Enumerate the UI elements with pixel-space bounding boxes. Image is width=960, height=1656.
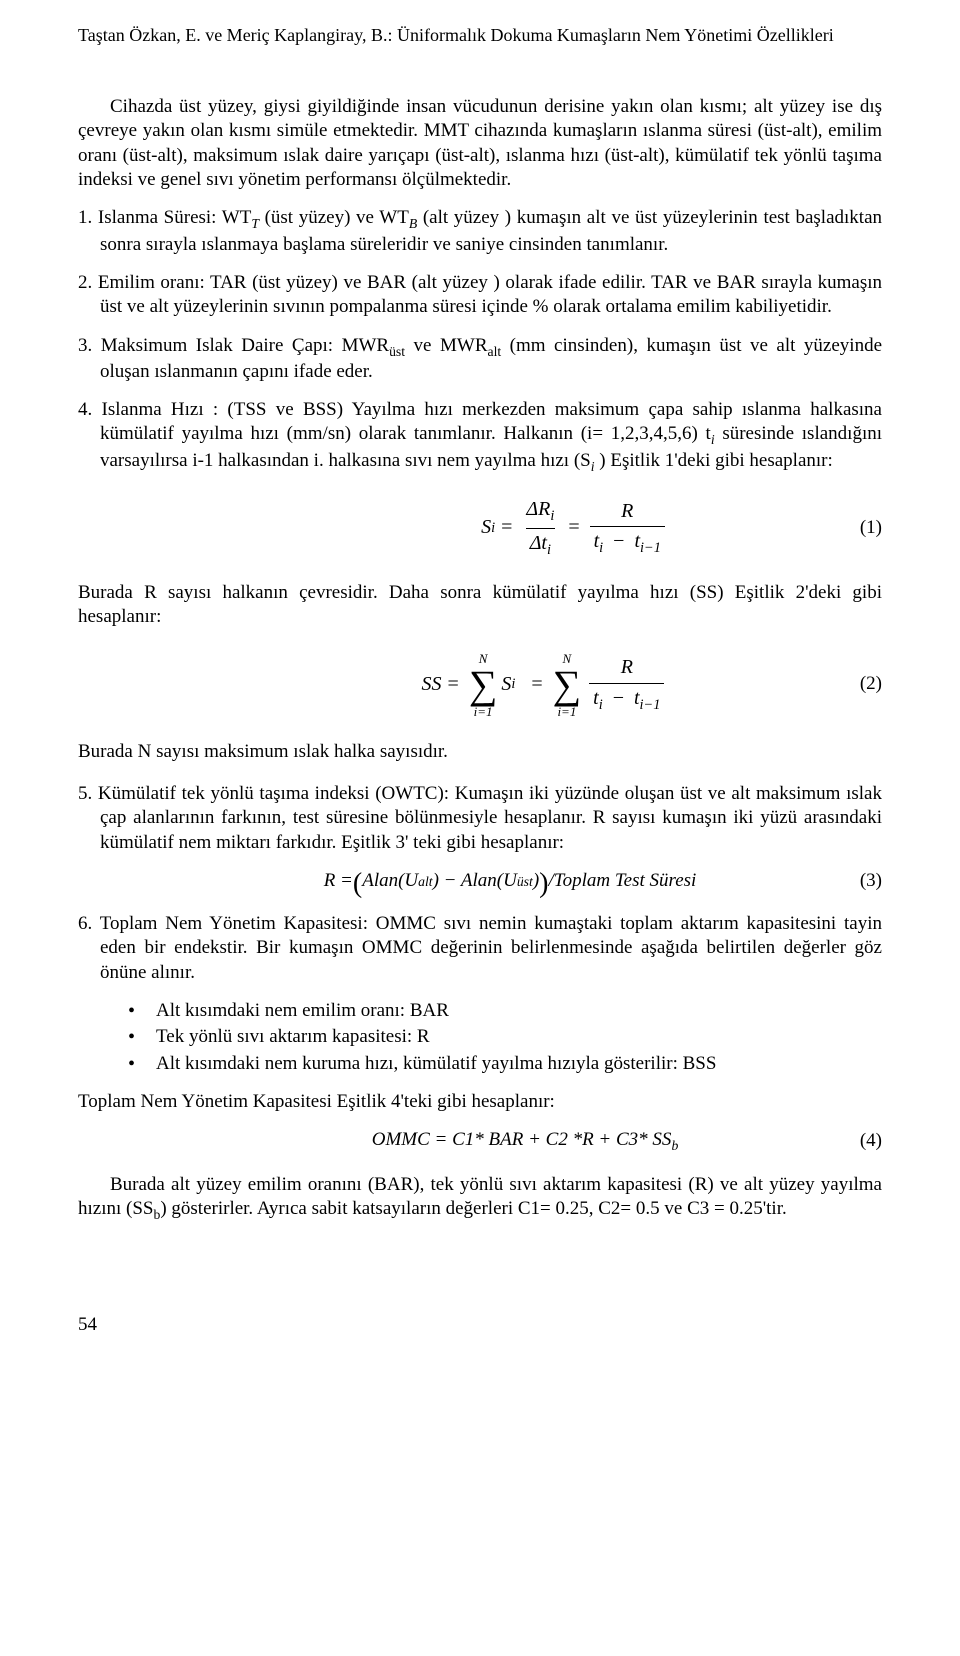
eq1-dR-i: i — [550, 508, 554, 524]
eq4-number: (4) — [842, 1129, 882, 1153]
final-b: ) gösterirler. Ayrıca sabit katsayıların… — [160, 1198, 786, 1219]
eq1-S-i: i — [491, 519, 495, 537]
eq1-number: (1) — [842, 516, 882, 540]
eq1-body: Si = ΔRi Δti = R ti − ti−1 — [481, 497, 669, 559]
item-2: 2. Emilim oranı: TAR (üst yüzey) ve BAR … — [78, 271, 882, 320]
eq2-ti-i: i — [599, 697, 603, 713]
equation-3: R = ( Alan(Ualt) − Alan(Uüst) ) /Toplam … — [78, 869, 882, 894]
eq1-dt: Δt — [530, 532, 547, 554]
item3-sub-alt: alt — [488, 343, 502, 358]
eq3-paren-open: ( — [353, 871, 362, 896]
item1-sub-b: B — [409, 216, 417, 231]
eq3-paren-close: ) — [539, 871, 548, 896]
item-5: 5. Kümülatif tek yönlü taşıma indeksi (O… — [78, 782, 882, 855]
eq3-body: R = ( Alan(Ualt) − Alan(Uüst) ) /Toplam … — [324, 869, 697, 894]
eq1-dR: ΔR — [526, 498, 550, 520]
eq4-sub: b — [671, 1138, 678, 1153]
equation-4: OMMC = C1* BAR + C2 *R + C3* SSb (4) — [78, 1128, 882, 1154]
item3-text-a: 3. Maksimum Islak Daire Çapı: MWR — [78, 335, 389, 356]
eq2-number: (2) — [842, 672, 882, 696]
eq2-Si-i: i — [511, 675, 515, 693]
eq2-body: SS = N ∑ i=1 Si = N ∑ i=1 R ti − ti−1 — [422, 652, 669, 718]
bullet-1: Alt kısımdaki nem emilim oranı: BAR — [128, 999, 882, 1023]
eq2-eq1: = — [448, 672, 459, 698]
after-eq1: Burada R sayısı halkanın çevresidir. Dah… — [78, 581, 882, 630]
eq2-sum1-bot: i=1 — [474, 705, 493, 718]
eq2-SS: SS — [422, 672, 442, 698]
item3-text-b: ve MWR — [405, 335, 487, 356]
running-header: Taştan Özkan, E. ve Meriç Kaplangiray, B… — [78, 24, 882, 47]
intro-paragraph: Cihazda üst yüzey, giysi giyildiğinde in… — [78, 95, 882, 192]
item-4: 4. Islanma Hızı : (TSS ve BSS) Yayılma h… — [78, 398, 882, 475]
eq3-a: Alan(U — [362, 869, 418, 893]
eq2-frac: R ti − ti−1 — [589, 655, 664, 714]
eq2-sum2: N ∑ i=1 — [553, 652, 582, 718]
eq3-sub-ust: üst — [517, 873, 533, 891]
eq2-eq2: = — [531, 672, 542, 698]
eq1-ti-i: i — [599, 540, 603, 556]
page-number: 54 — [78, 1313, 882, 1337]
item1-sub-t: T — [251, 216, 259, 231]
final-paragraph: Burada alt yüzey emilim oranını (BAR), t… — [78, 1173, 882, 1224]
bullet-2: Tek yönlü sıvı aktarım kapasitesi: R — [128, 1025, 882, 1049]
bullet-list: Alt kısımdaki nem emilim oranı: BAR Tek … — [128, 999, 882, 1076]
eq3-number: (3) — [842, 869, 882, 893]
eq1-ti-im1: i−1 — [640, 540, 661, 556]
eq3-b: ) − Alan(U — [433, 869, 517, 893]
bullet-3: Alt kısımdaki nem kuruma hızı, kümülatif… — [128, 1052, 882, 1076]
eq4-intro: Toplam Nem Yönetim Kapasitesi Eşitlik 4'… — [78, 1090, 882, 1114]
item3-sub-ust: üst — [389, 343, 405, 358]
eq4-text: OMMC = C1* BAR + C2 *R + C3* SS — [372, 1129, 672, 1150]
equation-1: Si = ΔRi Δti = R ti − ti−1 (1) — [78, 497, 882, 559]
equation-2: SS = N ∑ i=1 Si = N ∑ i=1 R ti − ti−1 — [78, 652, 882, 718]
eq2-sum1: N ∑ i=1 — [469, 652, 498, 718]
after-eq2: Burada N sayısı maksimum ıslak halka say… — [78, 740, 882, 764]
eq2-Si: S — [501, 672, 511, 698]
item-6: 6. Toplam Nem Yönetim Kapasitesi: OMMC s… — [78, 912, 882, 985]
item1-text-a: 1. Islanma Süresi: WT — [78, 207, 251, 228]
eq1-R: R — [617, 499, 637, 527]
eq2-ti-im1: i−1 — [640, 697, 661, 713]
item-3: 3. Maksimum Islak Daire Çapı: MWRüst ve … — [78, 334, 882, 385]
eq2-R: R — [617, 655, 637, 683]
item4-text-c: ) Eşitlik 1'deki gibi hesaplanır: — [595, 450, 833, 471]
eq1-frac1: ΔRi Δti — [522, 497, 558, 559]
eq1-eq2: = — [568, 515, 579, 541]
eq1-S: S — [481, 515, 491, 541]
eq4-body: OMMC = C1* BAR + C2 *R + C3* SSb — [372, 1128, 679, 1154]
eq1-frac2: R ti − ti−1 — [590, 499, 665, 558]
eq1-dt-i: i — [547, 542, 551, 558]
eq3-sub-alt: alt — [418, 873, 432, 891]
eq3-lhs: R = — [324, 869, 353, 893]
eq2-minus: − — [613, 687, 624, 709]
eq1-minus: − — [613, 530, 624, 552]
eq3-d: /Toplam Test Süresi — [548, 869, 696, 893]
eq2-sum2-bot: i=1 — [557, 705, 576, 718]
item1-text-b: (üst yüzey) ve WT — [259, 207, 409, 228]
item-1: 1. Islanma Süresi: WTT (üst yüzey) ve WT… — [78, 206, 882, 257]
eq1-eq1: = — [501, 515, 512, 541]
